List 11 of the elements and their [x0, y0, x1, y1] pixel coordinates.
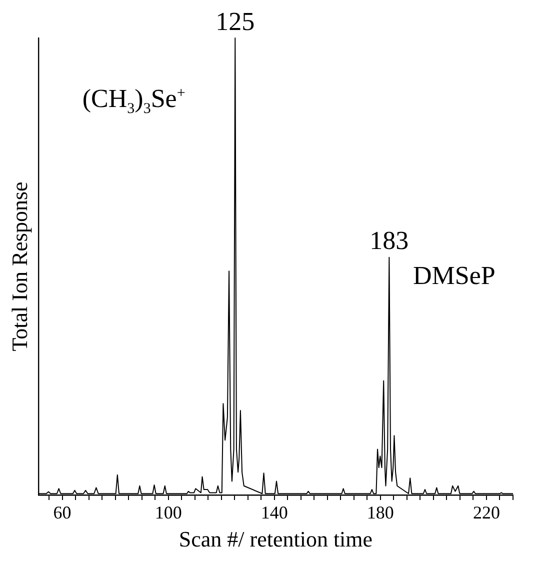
annotation: DMSeP: [413, 260, 496, 290]
x-tick-label: 220: [472, 502, 500, 523]
y-axis-title: Total Ion Response: [6, 182, 32, 352]
annotation: (CH$_{3}$)$_{3}$Se$^{+}$: [82, 84, 186, 118]
annotation: 183: [370, 226, 409, 256]
x-tick-label: 180: [366, 502, 394, 523]
annotation: 125: [216, 6, 255, 36]
x-axis-title: Scan #/ retention time: [178, 526, 373, 552]
x-tick-label: 60: [53, 502, 72, 523]
x-tick-label: 140: [260, 502, 288, 523]
x-tick-label: 100: [154, 502, 182, 523]
